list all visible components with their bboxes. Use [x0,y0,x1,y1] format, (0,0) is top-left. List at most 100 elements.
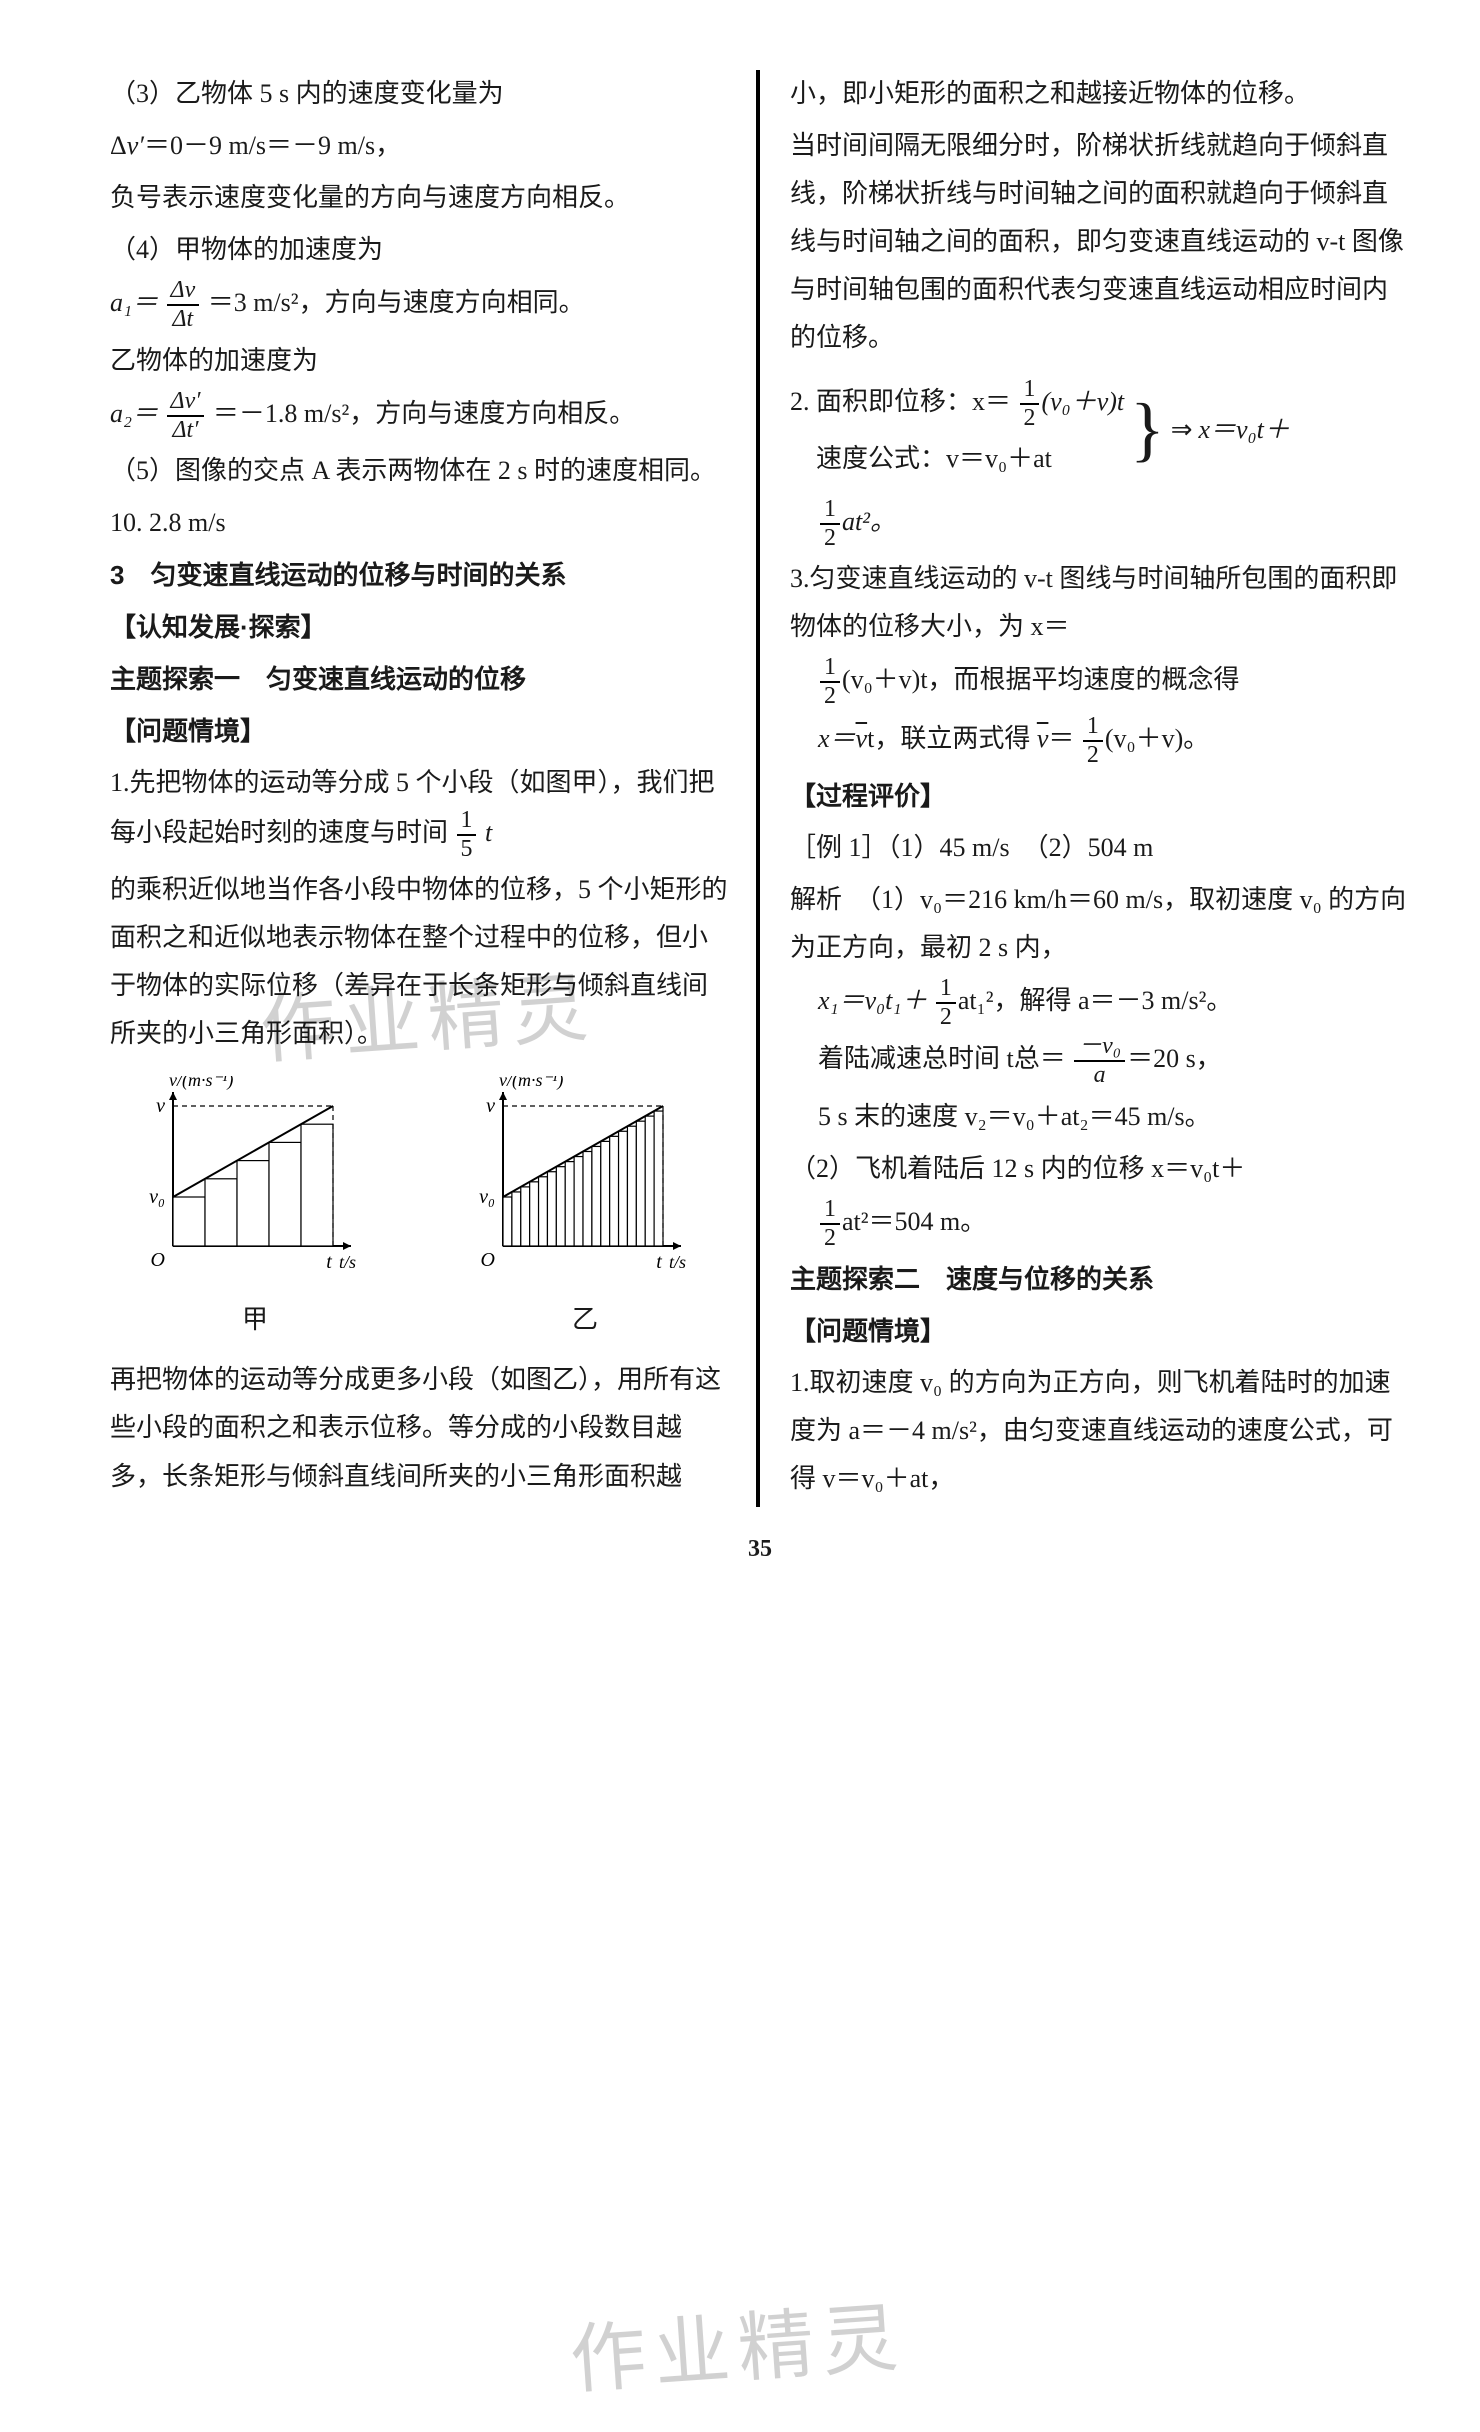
bar-chart-coarse: vv₀Ott/sv/(m·s⁻¹) [135,1076,375,1276]
body-text: 解析 （1）v₀＝216 km/h＝60 m/s，取初速度 v₀ 的方向为正方向… [790,876,1410,972]
vbar: v [1037,724,1049,753]
text: 面积即位移：x＝ [816,387,1011,416]
column-divider [756,70,760,1507]
denominator: a [1074,1062,1125,1088]
text: x₁＝v₀t₁＋ [818,986,927,1015]
text: at²。 [842,507,896,536]
chart-wrap-1: vv₀Ott/sv/(m·s⁻¹) 甲 [135,1076,375,1344]
svg-text:v: v [156,1095,165,1117]
text: t，联立两式得 [867,724,1037,753]
numerator: 1 [1083,714,1103,742]
chart-caption: 乙 [465,1296,705,1344]
subsection-heading: 【问题情境】 [110,707,730,755]
bar-chart-fine: vv₀Ott/sv/(m·s⁻¹) [465,1076,705,1276]
page: 作业精灵 作业精灵 （3）乙物体 5 s 内的速度变化量为 Δv′＝0－9 m/… [90,70,1430,1572]
denominator: Δt [167,306,200,332]
fraction: 1 2 [820,497,840,551]
equation-line: 1 2 (v₀＋v)t，而根据平均速度的概念得 [790,655,1410,709]
fraction: 1 5 [457,808,477,862]
arrow-icon: ⇒ [1171,406,1193,454]
denominator: 2 [936,1004,956,1030]
numerator: Δv′ [167,389,205,417]
equation-line: Δv′＝0－9 m/s＝－9 m/s， [110,122,730,170]
svg-text:t: t [326,1251,332,1273]
fraction: Δv′ Δt′ [167,389,205,443]
fraction: 1 2 [1020,377,1040,431]
brace-line: 面积即位移：x＝ 1 2 (v₀＋v)t [816,377,1124,431]
text: 着陆减速总时间 t总＝ [818,1044,1066,1073]
denominator: 2 [1083,742,1103,768]
text: (v₀＋v)。 [1105,724,1209,753]
fraction: 1 2 [820,1197,840,1251]
denominator: 2 [1020,405,1040,431]
charts-row: vv₀Ott/sv/(m·s⁻¹) 甲 vv₀Ott/sv/(m·s⁻¹) 乙 [110,1076,730,1344]
numerator: －v₀ [1074,1034,1125,1062]
text: at₁²，解得 a＝－3 m/s²。 [958,986,1233,1015]
rhs: ＝3 m/s²，方向与速度方向相同。 [208,288,585,317]
text: ＝20 s， [1127,1044,1222,1073]
page-number: 35 [90,1527,1430,1571]
svg-text:v/(m·s⁻¹): v/(m·s⁻¹) [169,1076,233,1091]
body-text: 当时间间隔无限细分时，阶梯状折线就趋向于倾斜直线，阶梯状折线与时间轴之间的面积就… [790,122,1410,362]
subsection-heading: 【认知发展·探索】 [110,603,730,651]
text: at²＝504 m。 [842,1207,986,1236]
fraction: 1 2 [820,655,840,709]
text: (v₀＋v)t [1041,387,1124,416]
numerator: 1 [820,497,840,525]
svg-text:t: t [656,1251,662,1273]
denominator: 2 [820,1225,840,1251]
svg-text:O: O [151,1249,165,1271]
topic-heading: 主题探索二 速度与位移的关系 [790,1255,1410,1303]
delta: Δ [110,131,127,160]
equation-line: a₁＝ Δv Δt ＝3 m/s²，方向与速度方向相同。 [110,278,730,332]
body-text: 5 s 末的速度 v₂＝v₀＋at₂＝45 m/s。 [790,1093,1410,1141]
topic-heading: 主题探索一 匀变速直线运动的位移 [110,655,730,703]
text: （2）飞机着陆后 12 s 内的位移 x＝v₀t＋ [790,1154,1245,1183]
svg-text:v₀: v₀ [149,1186,165,1208]
equation-line: 1 2 at²。 [790,497,1410,551]
body-text: 再把物体的运动等分成更多小段（如图乙），用所有这些小段的面积之和表示位移。等分成… [110,1356,730,1500]
body-text: 负号表示速度变化量的方向与速度方向相反。 [110,174,730,222]
numerator: Δv [167,278,200,306]
body-text: （3）乙物体 5 s 内的速度变化量为 [110,70,730,118]
numerator: 1 [936,976,956,1004]
body-text: （4）甲物体的加速度为 [110,226,730,274]
text: ＝0－9 m/s＝－9 m/s， [144,131,401,160]
brace-derivation: 2. 面积即位移：x＝ 1 2 (v₀＋v)t 速度公式：v＝v₀＋at } [790,371,1410,489]
brace-line: 速度公式：v＝v₀＋at [816,435,1124,483]
subsection-heading: 【问题情境】 [790,1307,1410,1355]
body-text: 的乘积近似地当作各小段中物体的位移，5 个小矩形的面积之和近似地表示物体在整个过… [110,866,730,1058]
equation-line: x＝vt，联立两式得 v＝ 1 2 (v₀＋v)。 [790,714,1410,768]
text: 3.匀变速直线运动的 v-t 图线与时间轴所包围的面积即物体的位移大小，为 x＝ [790,564,1397,641]
body-text: 1.先把物体的运动等分成 5 个小段（如图甲），我们把每小段起始时刻的速度与时间… [110,759,730,861]
fraction: 1 2 [1083,714,1103,768]
two-column-layout: （3）乙物体 5 s 内的速度变化量为 Δv′＝0－9 m/s＝－9 m/s， … [90,70,1430,1507]
denominator: 2 [820,683,840,709]
equation-line: a₂＝ Δv′ Δt′ ＝－1.8 m/s²，方向与速度方向相反。 [110,389,730,443]
equation-line: x₁＝v₀t₁＋ 1 2 at₁²，解得 a＝－3 m/s²。 [790,976,1410,1030]
body-text: 1.取初速度 v₀ 的方向为正方向，则飞机着陆时的加速度为 a＝－4 m/s²，… [790,1359,1410,1503]
right-column: 小，即小矩形的面积之和越接近物体的位移。 当时间间隔无限细分时，阶梯状折线就趋向… [762,70,1430,1507]
numerator: 1 [1020,377,1040,405]
body-text: 3.匀变速直线运动的 v-t 图线与时间轴所包围的面积即物体的位移大小，为 x＝ [790,555,1410,651]
section-heading: 3 匀变速直线运动的位移与时间的关系 [110,551,730,599]
fraction: Δv Δt [167,278,200,332]
item-number: 2. [790,387,810,416]
svg-text:v/(m·s⁻¹): v/(m·s⁻¹) [499,1076,563,1091]
fraction: 1 2 [936,976,956,1030]
example-head: ［例 1］（1）45 m/s （2）504 m [790,824,1410,872]
lhs: a₂＝ [110,399,158,428]
denominator: Δt′ [167,417,205,443]
left-column: （3）乙物体 5 s 内的速度变化量为 Δv′＝0－9 m/s＝－9 m/s， … [90,70,754,1507]
denominator: 2 [820,525,840,551]
svg-text:O: O [481,1249,495,1271]
subsection-heading: 【过程评价】 [790,772,1410,820]
text: (v₀＋v)t，而根据平均速度的概念得 [842,665,1240,694]
text: x＝ [818,724,856,753]
numerator: 1 [457,808,477,836]
svg-text:v: v [486,1095,495,1117]
var: t [478,818,492,847]
svg-text:v₀: v₀ [479,1186,495,1208]
fraction: －v₀ a [1074,1034,1125,1088]
equation-line: 1 2 at²＝504 m。 [790,1197,1410,1251]
